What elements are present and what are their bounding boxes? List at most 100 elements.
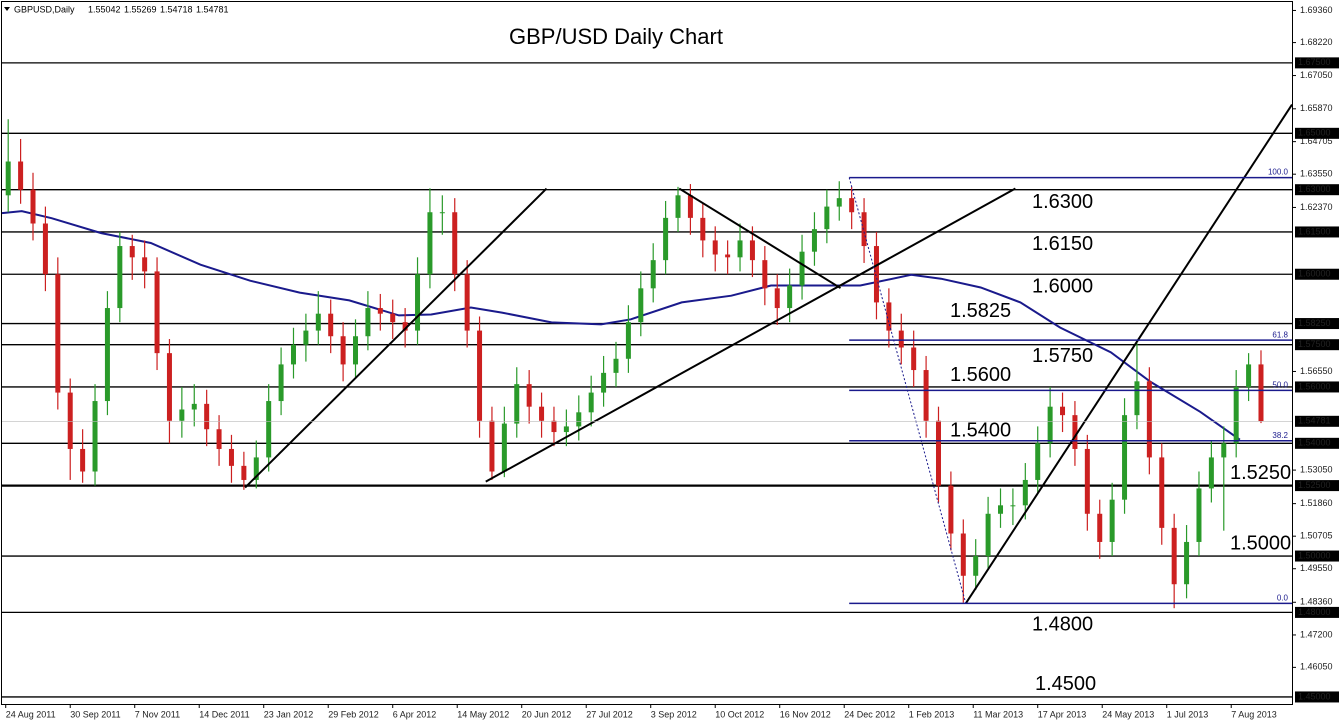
candle-body bbox=[935, 420, 941, 486]
x-tick-label: 1 Jul 2013 bbox=[1167, 709, 1209, 719]
level-axis-box bbox=[1295, 606, 1339, 618]
x-tick-label: 29 Feb 2012 bbox=[328, 709, 379, 719]
candle-body bbox=[477, 330, 483, 421]
level-axis-label: 1.63000 bbox=[1298, 184, 1331, 194]
candle-body bbox=[960, 533, 966, 576]
candle-body bbox=[92, 401, 98, 472]
level-axis-label: 1.57500 bbox=[1298, 339, 1331, 349]
candle-body bbox=[923, 370, 929, 421]
candle-body bbox=[315, 313, 321, 331]
candle-body bbox=[712, 240, 718, 255]
x-tick-label: 10 Oct 2012 bbox=[715, 709, 764, 719]
candle-body bbox=[191, 403, 197, 410]
x-tick-label: 14 May 2012 bbox=[457, 709, 509, 719]
candle-body bbox=[625, 322, 631, 359]
candle-body bbox=[439, 212, 445, 214]
level-axis-box bbox=[1295, 437, 1339, 449]
level-axis-box bbox=[1295, 480, 1339, 492]
level-axis-label: 1.56000 bbox=[1298, 381, 1331, 391]
x-tick-label: 11 Mar 2013 bbox=[973, 709, 1023, 719]
level-label: 1.5825 bbox=[950, 300, 1011, 322]
x-tick-label: 24 May 2013 bbox=[1102, 709, 1154, 719]
candle-body bbox=[377, 308, 383, 314]
candle-body bbox=[1084, 448, 1090, 514]
candle-body bbox=[154, 271, 160, 354]
candle-body bbox=[526, 384, 532, 407]
level-axis-box bbox=[1295, 381, 1339, 393]
candle-body bbox=[650, 260, 656, 289]
candle-body bbox=[1159, 457, 1165, 528]
candle-body bbox=[365, 308, 371, 337]
candle-body bbox=[427, 212, 433, 275]
y-tick-label: 1.47200 bbox=[1300, 629, 1333, 639]
candle-body bbox=[1047, 406, 1053, 444]
menu-triangle[interactable] bbox=[4, 7, 10, 11]
candle-body bbox=[799, 251, 805, 286]
trend-line bbox=[964, 104, 1293, 604]
plot-frame bbox=[1, 1, 1293, 705]
y-tick-label: 1.53050 bbox=[1300, 464, 1333, 474]
level-axis-box bbox=[1295, 691, 1339, 703]
candle-body bbox=[241, 465, 247, 480]
candle-body bbox=[328, 313, 334, 337]
level-axis-label: 1.65000 bbox=[1298, 128, 1331, 138]
level-axis-box bbox=[1295, 268, 1339, 280]
level-label: 1.4500 bbox=[1035, 673, 1096, 695]
candle-body bbox=[675, 195, 681, 218]
fib-label: 0.0 bbox=[1277, 594, 1289, 603]
x-tick-label: 16 Nov 2012 bbox=[780, 709, 831, 719]
fib-label: 38.2 bbox=[1272, 431, 1288, 440]
candle-body bbox=[129, 246, 135, 258]
candle-body bbox=[551, 420, 557, 433]
candle-body bbox=[104, 308, 110, 402]
candle-body bbox=[253, 457, 259, 480]
y-tick-label: 1.62370 bbox=[1300, 202, 1333, 212]
candle-body bbox=[353, 336, 359, 365]
candle-body bbox=[1221, 443, 1227, 458]
candle-body bbox=[737, 240, 743, 258]
fib-label: 100.0 bbox=[1268, 168, 1289, 177]
candle-body bbox=[973, 556, 979, 576]
candle-body bbox=[179, 409, 185, 421]
candle-body bbox=[117, 246, 123, 309]
candle-body bbox=[749, 240, 755, 261]
candle-body bbox=[204, 403, 210, 430]
x-tick-label: 24 Aug 2011 bbox=[6, 709, 56, 719]
x-tick-label: 7 Aug 2013 bbox=[1231, 709, 1277, 719]
candle-body bbox=[762, 260, 768, 289]
y-tick-label: 1.64705 bbox=[1300, 136, 1333, 146]
trend-line bbox=[678, 187, 842, 289]
level-label: 1.5600 bbox=[950, 364, 1011, 386]
x-tick-label: 27 Jul 2012 bbox=[586, 709, 633, 719]
candle-body bbox=[1122, 415, 1128, 500]
y-tick-label: 1.49550 bbox=[1300, 563, 1333, 573]
candle-body bbox=[1196, 488, 1202, 542]
y-tick-label: 1.69360 bbox=[1300, 5, 1333, 15]
candle-body bbox=[873, 246, 879, 303]
candle-body bbox=[501, 423, 507, 472]
y-tick-label: 1.51860 bbox=[1300, 498, 1333, 508]
level-axis-box bbox=[1295, 550, 1339, 562]
x-tick-label: 3 Sep 2012 bbox=[651, 709, 697, 719]
candle-body bbox=[985, 513, 991, 557]
candle-body bbox=[1022, 479, 1028, 506]
x-tick-label: 1 Feb 2013 bbox=[909, 709, 955, 719]
level-axis-label: 1.50000 bbox=[1298, 550, 1331, 560]
x-tick-label: 7 Nov 2011 bbox=[135, 709, 180, 719]
level-axis-label: 1.61500 bbox=[1298, 226, 1331, 236]
y-tick-label: 1.65870 bbox=[1300, 103, 1333, 113]
candle-body bbox=[1097, 513, 1103, 542]
level-axis-label: 1.45000 bbox=[1298, 691, 1331, 701]
candle-body bbox=[1010, 505, 1016, 507]
y-tick-label: 1.68220 bbox=[1300, 37, 1333, 47]
x-tick-label: 23 Jan 2012 bbox=[264, 709, 314, 719]
candle-body bbox=[787, 285, 793, 309]
candle-body bbox=[67, 392, 73, 449]
x-tick-label: 30 Sep 2011 bbox=[70, 709, 120, 719]
level-label: 1.6300 bbox=[1032, 191, 1093, 213]
candle-body bbox=[576, 412, 582, 427]
candle-body bbox=[725, 254, 731, 258]
candle-body bbox=[836, 198, 842, 207]
